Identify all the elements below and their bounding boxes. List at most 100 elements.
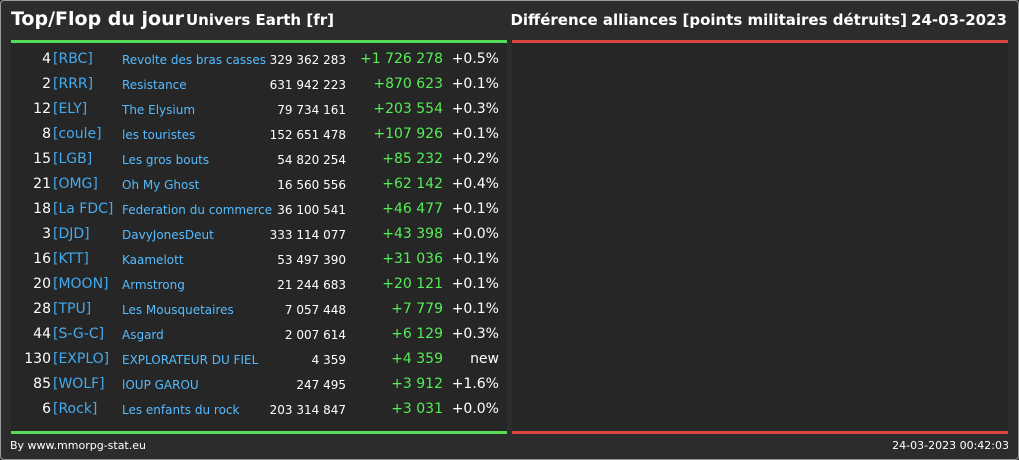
- generated-timestamp: 24-03-2023 00:42:03: [892, 439, 1009, 452]
- points-gain: +85 232: [382, 151, 443, 167]
- alliance-name-link[interactable]: Les gros bouts: [122, 153, 210, 167]
- alliance-tag-link[interactable]: [OMG]: [53, 176, 98, 192]
- alliance-tag-link[interactable]: [RRR]: [53, 76, 94, 92]
- alliance-points: 329 362 283: [269, 53, 346, 67]
- alliance-name-link[interactable]: EXPLORATEUR DU FIEL: [122, 353, 259, 367]
- alliance-tag-link[interactable]: [TPU]: [53, 301, 92, 317]
- list-item: 44 [S-G-C] Asgard 2 007 614 +6 129 +0.3%: [11, 323, 507, 348]
- percent-change: +0.0%: [451, 226, 499, 242]
- alliance-name-link[interactable]: Resistance: [122, 78, 187, 92]
- alliance-tag-link[interactable]: [EXPLO]: [53, 351, 110, 367]
- points-gain: +46 477: [382, 201, 443, 217]
- top-panel-bottom-border: [11, 431, 507, 434]
- points-gain: +4 359: [391, 351, 443, 367]
- alliance-tag-link[interactable]: [RBC]: [53, 51, 93, 67]
- percent-change: new: [470, 351, 499, 367]
- alliance-points: 4 359: [311, 353, 346, 367]
- percent-change: +0.1%: [451, 126, 499, 142]
- alliance-name-link[interactable]: Armstrong: [122, 278, 185, 292]
- points-gain: +3 031: [391, 401, 443, 417]
- alliance-points: 203 314 847: [269, 403, 346, 417]
- alliance-tag-link[interactable]: [WOLF]: [53, 376, 105, 392]
- list-item: 3 [DJD] DavyJonesDeut 333 114 077 +43 398 +0.…: [11, 223, 507, 248]
- alliance-rank: 130: [24, 351, 51, 367]
- alliance-name-link[interactable]: Revolte des bras casses: [122, 53, 266, 67]
- percent-change: +0.1%: [451, 276, 499, 292]
- page-title: Top/Flop du jour: [11, 8, 184, 30]
- alliance-tag-link[interactable]: [LGB]: [53, 151, 93, 167]
- alliance-rank: 85: [33, 376, 51, 392]
- alliance-rank: 21: [33, 176, 51, 192]
- alliance-name-link[interactable]: lOUP GAROU: [122, 378, 199, 392]
- source-credit: By www.mmorpg-stat.eu: [10, 439, 146, 452]
- points-gain: +62 142: [382, 176, 443, 192]
- header: Top/Flop du jour Univers Earth [fr] Diff…: [0, 0, 1019, 40]
- alliance-points: 631 942 223: [269, 78, 346, 92]
- ranking-subtitle: Différence alliances [points militaires …: [510, 11, 907, 29]
- percent-change: +0.1%: [451, 301, 499, 317]
- alliance-tag-link[interactable]: [MOON]: [53, 276, 109, 292]
- list-item: 85 [WOLF] lOUP GAROU 247 495 +3 912 +1.6%: [11, 373, 507, 398]
- flop-panel-bottom-border: [512, 431, 1008, 434]
- percent-change: +0.1%: [451, 251, 499, 267]
- alliance-points: 36 100 541: [277, 203, 346, 217]
- alliance-name-link[interactable]: The Elysium: [122, 103, 196, 117]
- alliance-points: 2 007 614: [284, 328, 346, 342]
- alliance-points: 54 820 254: [277, 153, 346, 167]
- alliance-name-link[interactable]: Kaamelott: [122, 253, 184, 267]
- alliance-tag-link[interactable]: [KTT]: [53, 251, 89, 267]
- alliance-tag-link[interactable]: [DJD]: [53, 226, 90, 242]
- points-gain: +6 129: [391, 326, 443, 342]
- alliance-tag-link[interactable]: [Rock]: [53, 401, 98, 417]
- alliance-name-link[interactable]: Asgard: [122, 328, 164, 342]
- percent-change: +0.0%: [451, 401, 499, 417]
- points-gain: +20 121: [382, 276, 443, 292]
- points-gain: +7 779: [391, 301, 443, 317]
- alliance-points: 7 057 448: [284, 303, 346, 317]
- alliance-rank: 18: [33, 201, 51, 217]
- top-alliance-list: 4 [RBC] Revolte des bras casses 329 362 283…: [11, 48, 507, 423]
- alliance-points: 21 244 683: [277, 278, 346, 292]
- percent-change: +0.3%: [451, 326, 499, 342]
- list-item: 18 [La FDC] Federation du commerce 36 100 5…: [11, 198, 507, 223]
- percent-change: +0.1%: [451, 76, 499, 92]
- alliance-tag-link[interactable]: [La FDC]: [53, 201, 114, 217]
- points-gain: +1 726 278: [360, 51, 443, 67]
- alliance-rank: 2: [42, 76, 51, 92]
- alliance-name-link[interactable]: les touristes: [122, 128, 196, 142]
- percent-change: +0.3%: [451, 101, 499, 117]
- percent-change: +0.2%: [451, 151, 499, 167]
- alliance-points: 16 560 556: [277, 178, 346, 192]
- alliance-tag-link[interactable]: [ELY]: [53, 101, 88, 117]
- points-gain: +43 398: [382, 226, 443, 242]
- percent-change: +1.6%: [451, 376, 499, 392]
- flop-panel-top-border: [512, 40, 1008, 43]
- alliance-name-link[interactable]: Les enfants du rock: [122, 403, 240, 417]
- alliance-tag-link[interactable]: [coule]: [53, 126, 102, 142]
- alliance-points: 333 114 077: [269, 228, 346, 242]
- header-date: 24-03-2023: [911, 11, 1007, 29]
- top-panel: [11, 42, 507, 432]
- list-item: 21 [OMG] Oh My Ghost 16 560 556 +62 142 +0.4%: [11, 173, 507, 198]
- alliance-rank: 6: [42, 401, 51, 417]
- alliance-rank: 28: [33, 301, 51, 317]
- percent-change: +0.4%: [451, 176, 499, 192]
- alliance-rank: 3: [42, 226, 51, 242]
- percent-change: +0.1%: [451, 201, 499, 217]
- alliance-name-link[interactable]: Federation du commerce: [122, 203, 273, 217]
- alliance-name-link[interactable]: DavyJonesDeut: [122, 228, 214, 242]
- alliance-tag-link[interactable]: [S-G-C]: [53, 326, 105, 342]
- alliance-rank: 15: [33, 151, 51, 167]
- points-gain: +870 623: [373, 76, 443, 92]
- points-gain: +107 926: [373, 126, 443, 142]
- alliance-name-link[interactable]: Les Mousquetaires: [122, 303, 234, 317]
- list-item: 20 [MOON] Armstrong 21 244 683 +20 121 +0.1%: [11, 273, 507, 298]
- top-panel-top-border: [11, 40, 507, 43]
- alliance-name-link[interactable]: Oh My Ghost: [122, 178, 200, 192]
- points-gain: +31 036: [382, 251, 443, 267]
- list-item: 2 [RRR] Resistance 631 942 223 +870 623 +0.1%: [11, 73, 507, 98]
- list-item: 6 [Rock] Les enfants du rock 203 314 847 +3 …: [11, 398, 507, 423]
- alliance-points: 247 495: [296, 378, 346, 392]
- alliance-points: 152 651 478: [269, 128, 346, 142]
- list-item: 8 [coule] les touristes 152 651 478 +107 926…: [11, 123, 507, 148]
